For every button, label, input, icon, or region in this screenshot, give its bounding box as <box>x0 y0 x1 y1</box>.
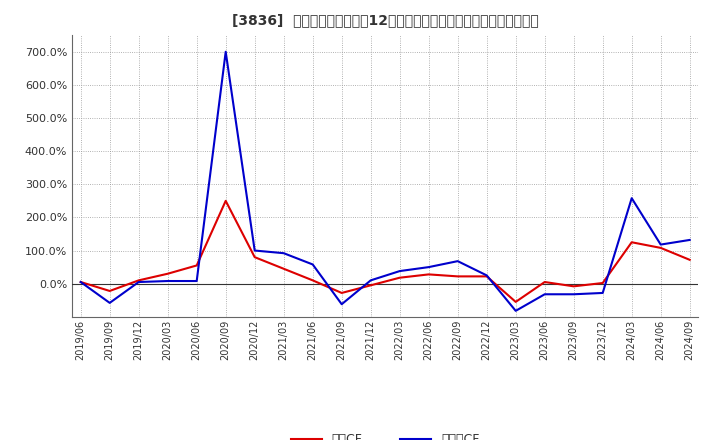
フリーCF <box>135 279 143 285</box>
フリーCF <box>657 242 665 247</box>
フリーCF <box>482 273 491 278</box>
営業CF <box>279 266 288 271</box>
フリーCF <box>308 262 317 267</box>
営業CF <box>105 288 114 293</box>
フリーCF <box>541 292 549 297</box>
営業CF <box>366 282 375 288</box>
営業CF <box>570 284 578 289</box>
営業CF <box>192 263 201 268</box>
フリーCF <box>511 308 520 313</box>
営業CF <box>482 274 491 279</box>
フリーCF <box>251 248 259 253</box>
営業CF <box>657 245 665 250</box>
営業CF <box>338 290 346 296</box>
フリーCF <box>424 264 433 270</box>
フリーCF <box>338 301 346 307</box>
フリーCF <box>570 292 578 297</box>
フリーCF <box>192 279 201 284</box>
フリーCF <box>366 278 375 283</box>
営業CF <box>221 198 230 203</box>
フリーCF <box>598 290 607 296</box>
営業CF <box>598 280 607 286</box>
フリーCF <box>76 279 85 285</box>
フリーCF <box>685 237 694 242</box>
営業CF <box>163 271 172 276</box>
営業CF <box>251 254 259 260</box>
フリーCF <box>279 250 288 256</box>
フリーCF <box>395 268 404 274</box>
営業CF <box>395 275 404 280</box>
フリーCF <box>105 300 114 305</box>
フリーCF <box>221 49 230 55</box>
営業CF <box>76 279 85 285</box>
営業CF <box>541 279 549 285</box>
営業CF <box>454 274 462 279</box>
Legend: 営業CF, フリーCF: 営業CF, フリーCF <box>286 429 485 440</box>
フリーCF <box>627 195 636 201</box>
営業CF <box>135 278 143 283</box>
フリーCF <box>454 259 462 264</box>
営業CF <box>511 299 520 304</box>
Line: 営業CF: 営業CF <box>81 201 690 302</box>
Line: フリーCF: フリーCF <box>81 52 690 311</box>
営業CF <box>424 272 433 277</box>
営業CF <box>627 240 636 245</box>
営業CF <box>308 278 317 283</box>
Title: [3836]  キャッシュフローの12か月移動合計の対前年同期増減率の推移: [3836] キャッシュフローの12か月移動合計の対前年同期増減率の推移 <box>232 13 539 27</box>
フリーCF <box>163 279 172 284</box>
営業CF <box>685 257 694 262</box>
